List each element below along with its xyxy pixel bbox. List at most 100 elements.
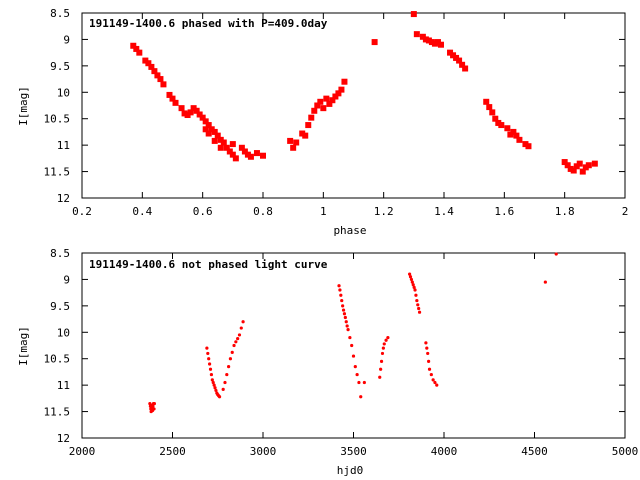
data-point bbox=[226, 148, 233, 155]
data-point bbox=[260, 152, 266, 159]
axis-ticks: 0.2 0.4 0.6 0.8 1 1.2 1.4 1.6 1.8 2 8.5 9 9.5 10 10.5 1… bbox=[44, 7, 629, 218]
data-point bbox=[305, 122, 312, 129]
x-tick-label: 0.2 bbox=[72, 205, 92, 218]
x-tick-label: 1.2 bbox=[374, 205, 394, 218]
data-point bbox=[287, 137, 294, 144]
data-point bbox=[133, 45, 140, 52]
data-point bbox=[314, 102, 321, 109]
x-tick-label: 3500 bbox=[340, 445, 367, 458]
data-point bbox=[142, 57, 149, 64]
x-tick-label: 4500 bbox=[521, 445, 548, 458]
data-point bbox=[483, 98, 490, 105]
data-point bbox=[184, 112, 191, 119]
data-point bbox=[525, 143, 532, 150]
data-point bbox=[234, 340, 238, 344]
data-point bbox=[447, 49, 454, 56]
y-tick-label: 9.5 bbox=[50, 60, 70, 73]
y-tick-label: 9.5 bbox=[50, 300, 70, 313]
data-point bbox=[223, 380, 227, 385]
data-point bbox=[337, 284, 341, 288]
data-point bbox=[154, 72, 161, 79]
data-point bbox=[425, 346, 429, 350]
data-point bbox=[346, 328, 350, 332]
chart-title: 191149-1400.6 phased with P=409.0day bbox=[89, 17, 328, 30]
data-point bbox=[386, 335, 390, 340]
y-tick-label: 10.5 bbox=[44, 353, 71, 366]
data-point bbox=[435, 383, 439, 387]
data-point bbox=[338, 86, 345, 93]
data-point bbox=[507, 131, 514, 138]
data-point bbox=[591, 160, 598, 167]
y-tick-label: 11.5 bbox=[44, 406, 71, 419]
data-point bbox=[350, 343, 354, 348]
data-point bbox=[172, 99, 179, 106]
data-point bbox=[456, 57, 463, 64]
x-axis-label: phase bbox=[333, 224, 366, 237]
y-tick-label: 11.5 bbox=[44, 166, 71, 179]
data-point bbox=[160, 81, 167, 88]
y-tick-label: 8.5 bbox=[50, 7, 70, 20]
data-point bbox=[380, 351, 385, 356]
data-point bbox=[498, 122, 505, 129]
data-point bbox=[410, 280, 414, 284]
data-point bbox=[489, 109, 496, 116]
data-point bbox=[211, 380, 215, 385]
data-point bbox=[299, 130, 306, 137]
data-point bbox=[202, 126, 209, 133]
data-point bbox=[379, 359, 384, 363]
x-tick-label: 0.6 bbox=[193, 205, 213, 218]
data-point bbox=[341, 308, 346, 312]
data-point bbox=[223, 144, 230, 151]
x-axis-label: hjd0 bbox=[337, 464, 364, 477]
data-point bbox=[208, 367, 213, 371]
y-tick-label: 8.5 bbox=[50, 247, 70, 260]
data-point bbox=[462, 65, 469, 72]
data-point bbox=[353, 365, 357, 369]
data-point bbox=[238, 144, 245, 151]
data-point bbox=[217, 395, 222, 399]
plot-frame bbox=[81, 12, 626, 199]
data-points bbox=[148, 252, 558, 414]
data-point bbox=[570, 167, 577, 174]
data-point bbox=[247, 153, 254, 160]
data-point bbox=[486, 104, 493, 111]
data-point bbox=[413, 31, 420, 38]
data-point bbox=[209, 372, 214, 377]
data-point bbox=[344, 320, 348, 324]
data-point bbox=[417, 306, 421, 311]
data-point bbox=[239, 326, 243, 330]
x-tick-label: 2000 bbox=[69, 445, 96, 458]
unphased-chart: 191149-1400.6 not phased light curve hjd… bbox=[17, 247, 638, 477]
data-point bbox=[211, 137, 218, 144]
data-point bbox=[214, 132, 221, 139]
data-point bbox=[341, 304, 345, 308]
data-point bbox=[253, 150, 260, 157]
data-point bbox=[196, 111, 203, 118]
y-tick-label: 10.5 bbox=[44, 113, 71, 126]
x-tick-label: 1 bbox=[320, 205, 327, 218]
data-point bbox=[411, 283, 415, 287]
data-point bbox=[230, 350, 234, 354]
axis-ticks: 2000 2500 3000 3500 4000 4500 5000 8.5 9 9.5 10 10.… bbox=[44, 247, 639, 458]
data-point bbox=[426, 351, 430, 356]
data-point bbox=[573, 163, 580, 170]
data-point bbox=[416, 303, 420, 307]
data-point bbox=[335, 90, 342, 97]
data-point bbox=[450, 52, 457, 59]
data-point bbox=[427, 367, 432, 371]
x-tick-label: 4000 bbox=[431, 445, 458, 458]
data-point bbox=[510, 128, 517, 135]
y-tick-label: 11 bbox=[57, 379, 70, 392]
data-point bbox=[317, 98, 324, 105]
y-axis-label: I[mag] bbox=[17, 86, 30, 126]
data-point bbox=[431, 40, 438, 47]
data-point bbox=[136, 49, 143, 56]
data-point bbox=[151, 404, 155, 408]
data-point bbox=[516, 136, 523, 143]
data-point bbox=[320, 105, 327, 112]
data-point bbox=[323, 95, 330, 102]
data-point bbox=[193, 107, 200, 114]
x-tick-label: 0.8 bbox=[253, 205, 273, 218]
data-point bbox=[221, 387, 225, 391]
y-tick-label: 10 bbox=[57, 86, 70, 99]
